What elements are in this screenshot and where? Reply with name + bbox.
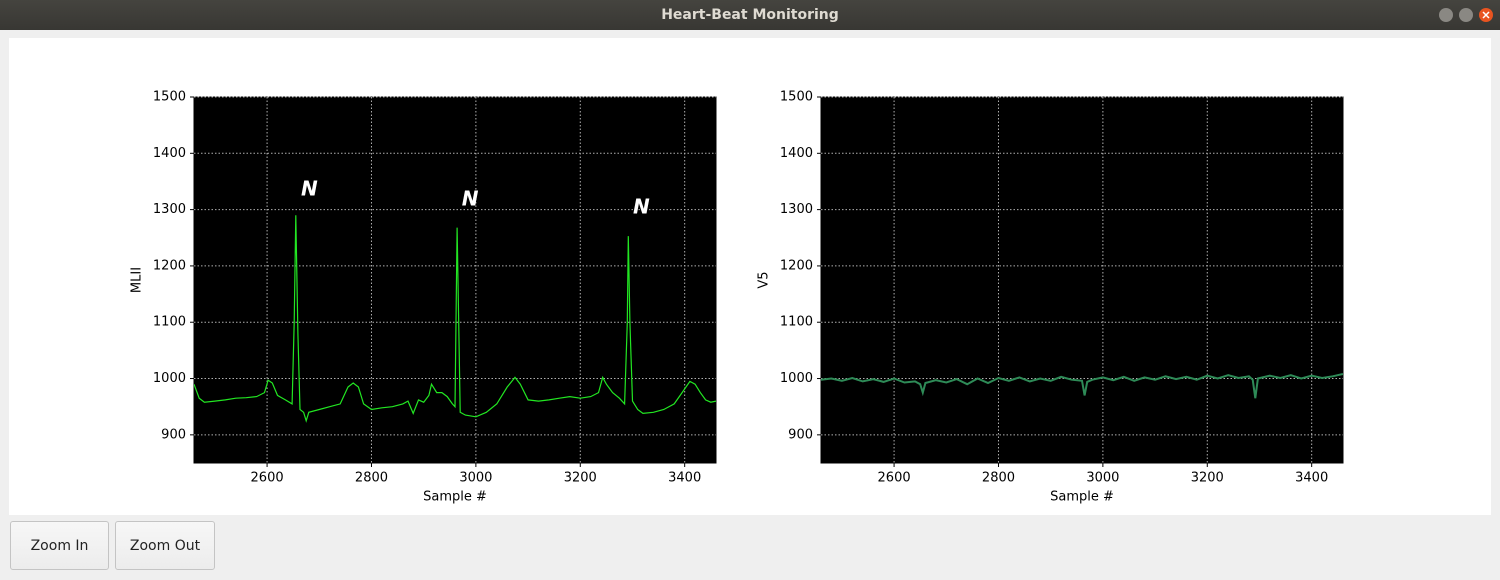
y-tick-label: 1000 xyxy=(780,371,813,386)
x-tick-label: 2600 xyxy=(878,471,911,486)
y-tick-label: 1100 xyxy=(153,315,186,330)
x-tick-label: 3400 xyxy=(1295,471,1328,486)
y-axis-label: MLII xyxy=(130,267,145,293)
y-axis-label: V5 xyxy=(757,271,772,288)
y-tick-label: 1000 xyxy=(153,371,186,386)
x-tick-label: 2600 xyxy=(251,471,284,486)
y-tick-label: 1500 xyxy=(780,90,813,105)
x-tick-label: 3200 xyxy=(1191,471,1224,486)
beat-label: N xyxy=(462,187,479,211)
y-tick-label: 900 xyxy=(161,427,186,442)
y-tick-label: 1300 xyxy=(780,202,813,217)
window-title: Heart-Beat Monitoring xyxy=(0,0,1500,30)
plot-area xyxy=(820,96,1344,464)
y-tick-label: 1400 xyxy=(153,146,186,161)
series xyxy=(194,215,716,423)
beat-label: N xyxy=(633,194,650,218)
plot-area xyxy=(193,96,717,464)
y-tick-label: 1500 xyxy=(153,90,186,105)
x-axis-label: Sample # xyxy=(1050,490,1114,505)
series xyxy=(821,373,1343,399)
zoom-out-button[interactable]: Zoom Out xyxy=(115,521,215,570)
y-tick-label: 900 xyxy=(788,427,813,442)
ecg-line xyxy=(821,373,1343,399)
x-tick-label: 3200 xyxy=(564,471,597,486)
beat-label: N xyxy=(301,176,318,200)
y-tick-label: 1300 xyxy=(153,202,186,217)
x-tick-label: 3400 xyxy=(668,471,701,486)
y-tick-label: 1200 xyxy=(780,258,813,273)
x-tick-label: 3000 xyxy=(1086,471,1119,486)
charts: 2600 2800 3000 3200 3400 900 1000 1100 1200 1300 1… xyxy=(130,90,1344,505)
zoom-in-button[interactable]: Zoom In xyxy=(10,521,109,570)
y-tick-label: 1400 xyxy=(780,146,813,161)
x-tick-label: 2800 xyxy=(355,471,388,486)
x-tick-label: 3000 xyxy=(459,471,492,486)
y-tick-label: 1100 xyxy=(780,315,813,330)
y-tick-label: 1200 xyxy=(153,258,186,273)
x-tick-label: 2800 xyxy=(982,471,1015,486)
x-axis-label: Sample # xyxy=(423,490,487,505)
ecg-line xyxy=(194,215,716,423)
